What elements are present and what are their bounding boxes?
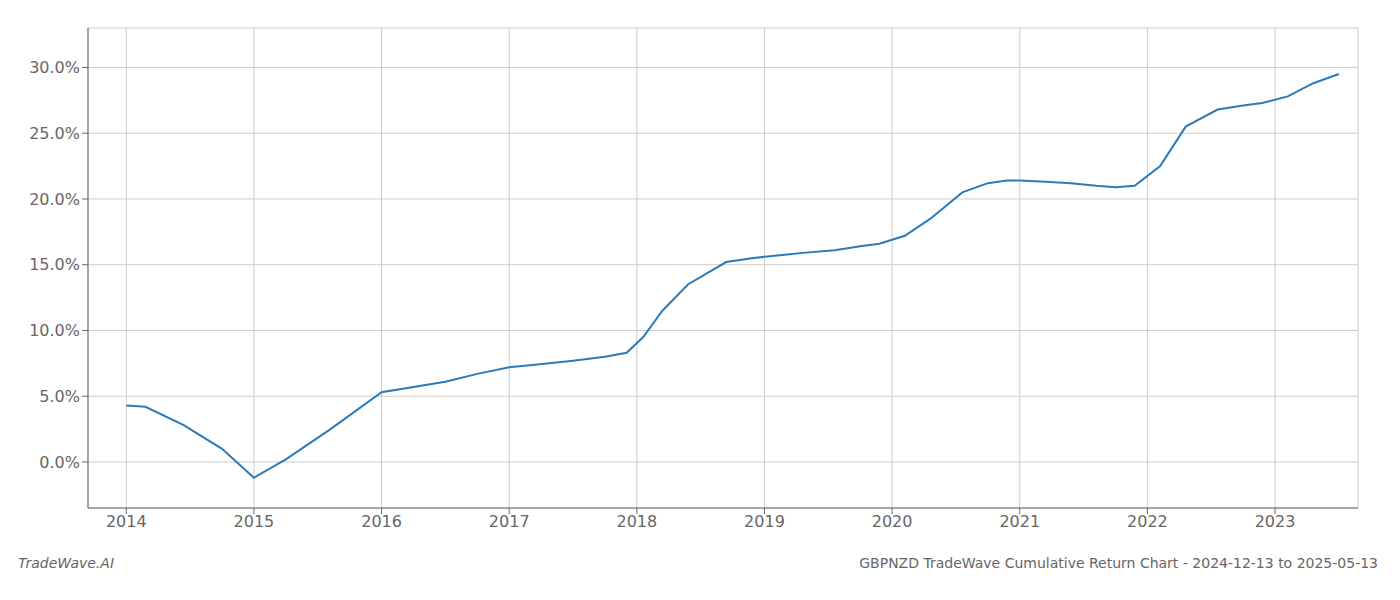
svg-text:5.0%: 5.0% [39,387,80,406]
svg-text:2017: 2017 [489,512,530,531]
svg-text:25.0%: 25.0% [29,124,80,143]
svg-text:2018: 2018 [616,512,657,531]
svg-text:2016: 2016 [361,512,402,531]
svg-text:2022: 2022 [1127,512,1168,531]
svg-text:0.0%: 0.0% [39,453,80,472]
html-text:GBPNZD TradeWave Cumulative Re: GBPNZD TradeWave Cumulative Return Chart… [859,555,1378,571]
svg-text:10.0%: 10.0% [29,321,80,340]
svg-text:2020: 2020 [872,512,913,531]
svg-text:2023: 2023 [1255,512,1296,531]
svg-text:20.0%: 20.0% [29,190,80,209]
html-text:TradeWave.AI: TradeWave.AI [18,555,114,571]
svg-text:15.0%: 15.0% [29,255,80,274]
svg-text:2019: 2019 [744,512,785,531]
svg-text:30.0%: 30.0% [29,58,80,77]
svg-text:2014: 2014 [106,512,147,531]
svg-text:2015: 2015 [234,512,275,531]
svg-text:2021: 2021 [999,512,1040,531]
